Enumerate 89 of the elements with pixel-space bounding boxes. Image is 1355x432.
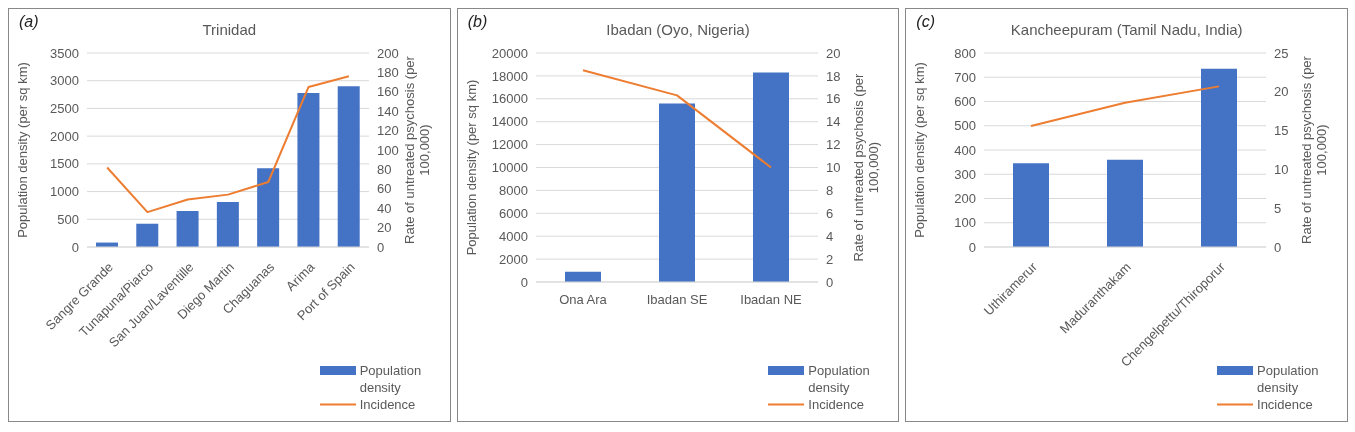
text: (a) xyxy=(19,13,39,31)
y-tick-label: 100 xyxy=(954,215,977,231)
y2-axis-title: Rate of untreated psychosis (per 100,000) xyxy=(1299,55,1330,244)
y2-tick-label: 120 xyxy=(377,123,399,139)
y-tick-label: 0 xyxy=(969,239,977,255)
y-tick-label: 16000 xyxy=(491,91,528,107)
y2-tick-label: 25 xyxy=(1274,45,1289,61)
x-tick-label: Ibadan SE xyxy=(646,292,708,307)
y-tick-label: 2500 xyxy=(50,101,79,117)
text: (c) xyxy=(916,13,935,31)
y-tick-label: 300 xyxy=(954,166,977,182)
y-tick-label: 18000 xyxy=(491,68,528,84)
y2-tick-label: 160 xyxy=(377,84,399,100)
y-tick-label: 0 xyxy=(71,239,79,255)
y2-tick-label: 0 xyxy=(377,239,385,255)
legend-label: Incidence xyxy=(1257,396,1314,413)
y2-tick-label: 8 xyxy=(825,183,833,199)
y2-tick-label: 40 xyxy=(377,200,392,216)
x-tick-label: Ibadan NE xyxy=(739,292,802,307)
y-tick-label: 2000 xyxy=(498,251,528,267)
y2-tick-label: 10 xyxy=(825,160,841,176)
x-tick-label: Ona Ara xyxy=(558,292,608,307)
bar xyxy=(136,223,159,247)
y-tick-label: 4000 xyxy=(498,228,528,244)
y-tick-label: 600 xyxy=(954,94,977,110)
y2-tick-label: 4 xyxy=(825,228,833,244)
y2-tick-label: 20 xyxy=(1274,84,1289,100)
y-tick-label: 8000 xyxy=(498,183,528,199)
chart-title: Trinidad xyxy=(202,21,257,38)
bar xyxy=(257,168,280,247)
y2-tick-label: 200 xyxy=(377,45,399,61)
y-tick-label: 800 xyxy=(954,45,977,61)
bar xyxy=(752,72,789,282)
text: (b) xyxy=(467,13,488,31)
bar xyxy=(1013,163,1050,247)
bar xyxy=(1107,159,1144,247)
y-tick-label: 3000 xyxy=(50,73,79,89)
y-tick-label: 20000 xyxy=(491,45,528,61)
y-tick-label: 200 xyxy=(954,191,977,207)
y-tick-label: 14000 xyxy=(491,114,528,130)
bar xyxy=(216,202,239,247)
bar xyxy=(176,210,199,247)
y2-tick-label: 14 xyxy=(825,114,841,130)
y-tick-label: 3500 xyxy=(50,45,79,61)
y2-tick-label: 100 xyxy=(377,142,399,158)
y2-axis-title: Rate of untreated psychosis (per 100,000) xyxy=(402,55,432,244)
y-tick-label: 10000 xyxy=(491,160,528,176)
line-series xyxy=(106,75,350,214)
chart-title: Ibadan (Oyo, Nigeria) xyxy=(606,21,750,38)
bar xyxy=(297,92,320,247)
y-tick-label: 12000 xyxy=(491,137,528,153)
y-tick-label: 500 xyxy=(57,211,79,227)
y2-tick-label: 5 xyxy=(1274,200,1282,216)
legend-label: Incidence xyxy=(808,396,865,413)
bar xyxy=(1201,68,1238,247)
y2-tick-label: 80 xyxy=(377,162,392,178)
y2-tick-label: 18 xyxy=(825,68,841,84)
legend-label: Population density xyxy=(808,362,871,396)
legend-label: Population density xyxy=(1257,362,1320,396)
bar xyxy=(658,103,695,282)
y-tick-label: 500 xyxy=(954,118,977,134)
y-axis-title: Population density (per sq km) xyxy=(912,62,928,238)
y2-tick-label: 0 xyxy=(1274,239,1282,255)
y2-tick-label: 15 xyxy=(1274,123,1289,139)
y2-tick-label: 10 xyxy=(1274,162,1289,178)
y-axis-title: Population density (per sq km) xyxy=(15,62,30,238)
y-tick-label: 1000 xyxy=(50,184,79,200)
y-tick-label: 0 xyxy=(520,274,528,290)
y2-tick-label: 2 xyxy=(825,251,833,267)
y2-tick-label: 20 xyxy=(377,220,392,236)
legend-label: Population density xyxy=(359,362,423,396)
y-axis-title: Population density (per sq km) xyxy=(463,79,479,256)
y-tick-label: 6000 xyxy=(498,205,528,221)
y2-tick-label: 180 xyxy=(377,65,399,81)
legend-label: Incidence xyxy=(359,396,417,413)
y-tick-label: 1500 xyxy=(50,156,79,172)
y-tick-label: 400 xyxy=(954,142,977,158)
y2-tick-label: 6 xyxy=(825,205,833,221)
y2-tick-label: 20 xyxy=(825,45,841,61)
y2-tick-label: 12 xyxy=(825,137,841,153)
y-tick-label: 2000 xyxy=(50,128,79,144)
bar xyxy=(337,86,360,247)
y2-tick-label: 0 xyxy=(825,274,833,290)
y2-tick-label: 16 xyxy=(825,91,841,107)
y2-tick-label: 60 xyxy=(377,181,392,197)
chart-title: Kancheepuram (Tamil Nadu, India) xyxy=(1010,21,1243,38)
y2-axis-title: Rate of untreated psychosis (per 100,000) xyxy=(850,72,881,262)
y-tick-label: 700 xyxy=(954,69,977,85)
y2-tick-label: 140 xyxy=(377,103,399,119)
